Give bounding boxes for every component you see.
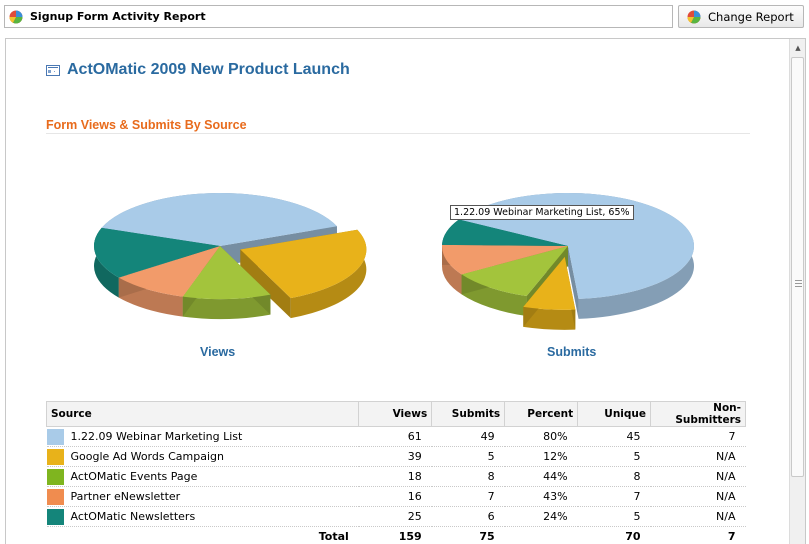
report-title-box: Signup Form Activity Report [4,5,673,28]
total-non-submitters: 7 [727,530,736,544]
unique-cell: 7 [577,486,651,507]
unique-cell: 5 [577,446,651,467]
scroll-up-arrow-icon[interactable]: ▲ [795,44,801,52]
pie-slice [240,229,367,299]
section-title: Form Views & Submits By Source [46,118,247,132]
table-row: 1.22.09 Webinar Marketing List 61 49 80%… [46,426,746,447]
color-swatch [46,468,64,485]
submits-chart-title: Submits [547,345,597,359]
non-submitters-cell: 7 [650,426,746,447]
views-chart-title: Views [200,345,236,359]
pie-slice-wall [568,246,579,319]
pie-slice-side [290,229,367,319]
column-header-non-submitters[interactable]: Non-Submitters [650,401,746,427]
scrollbar-thumb[interactable] [791,57,804,477]
pie-chart-views [93,193,367,319]
total-views: 159 [398,530,422,544]
pie-chart-submits [442,193,695,330]
total-percent [505,527,578,544]
views-cell: 18 [358,466,432,487]
report-panel: ActOMatic 2009 New Product Launch Form V… [5,38,806,544]
pie-slice-side [442,244,462,295]
column-header-percent[interactable]: Percent [504,401,579,427]
source-name: ActOMatic Events Page [70,469,198,483]
report-app-icon [9,10,23,24]
non-submitters-cell: N/A [650,466,746,487]
change-report-button[interactable]: Change Report [678,5,804,28]
total-submits: 75 [479,530,495,544]
pie-slice [523,256,576,310]
pie-slice [93,227,220,278]
report-icon [46,65,60,76]
color-swatch [46,508,64,525]
source-table: Source Views Submits Percent Unique Non-… [45,401,746,544]
percent-cell: 43% [504,486,578,507]
source-name: ActOMatic Newsletters [70,509,196,523]
non-submitters-cell: N/A [650,446,746,467]
report-title: Signup Form Activity Report [30,10,206,23]
top-bar: Signup Form Activity Report Change Repor… [0,0,809,36]
non-submitters-cell: N/A [650,486,746,507]
source-name: Google Ad Words Campaign [70,449,224,463]
source-name: Partner eNewsletter [70,489,181,503]
pie-slice-side [182,294,271,319]
report-app-icon [687,10,701,24]
column-header-source[interactable]: Source [45,401,360,427]
non-submitters-cell: N/A [650,506,746,527]
views-cell: 16 [358,486,432,507]
color-swatch [46,428,64,445]
percent-cell: 80% [504,426,578,447]
total-row: Total 159 75 70 7 [47,527,746,544]
views-cell: 39 [358,446,432,467]
pie-slice [442,244,568,275]
percent-cell: 24% [504,506,578,527]
total-label: Total [318,530,349,544]
total-unique: 70 [625,530,641,544]
percent-cell: 12% [504,446,578,467]
table-row: ActOMatic Events Page 18 8 44% 8 N/A [46,466,746,487]
source-name: 1.22.09 Webinar Marketing List [70,429,243,443]
chart-tooltip: 1.22.09 Webinar Marketing List, 65% [450,205,634,220]
column-header-views[interactable]: Views [358,401,433,427]
section-divider [46,133,750,134]
vertical-scrollbar[interactable]: ▲ [789,39,805,544]
column-header-unique[interactable]: Unique [577,401,652,427]
table-header-row: Source Views Submits Percent Unique Non-… [45,401,746,427]
pie-slice-wall [240,249,291,319]
pie-slice [118,246,220,297]
unique-cell: 8 [577,466,651,487]
submits-cell: 7 [431,486,505,507]
table-row: Partner eNewsletter 16 7 43% 7 N/A [46,486,746,507]
pie-slice-side [523,306,576,330]
pie-slice [442,219,568,246]
submits-cell: 6 [431,506,505,527]
pie-slice [101,193,337,246]
change-report-label: Change Report [708,10,794,24]
submits-cell: 5 [431,446,505,467]
submits-cell: 8 [431,466,505,487]
table-row: Google Ad Words Campaign 39 5 12% 5 N/A [46,446,746,467]
pie-slice [182,246,271,299]
unique-cell: 45 [577,426,651,447]
unique-cell: 5 [577,506,651,527]
table-row: ActOMatic Newsletters 25 6 24% 5 N/A [46,506,746,527]
views-cell: 25 [358,506,432,527]
scrollbar-grip-icon [795,280,802,287]
views-cell: 61 [358,426,432,447]
percent-cell: 44% [504,466,578,487]
column-header-submits[interactable]: Submits [431,401,506,427]
submits-cell: 49 [431,426,505,447]
pie-charts [93,193,695,330]
color-swatch [46,488,64,505]
page-title: ActOMatic 2009 New Product Launch [67,61,350,78]
pie-slice [461,246,568,297]
color-swatch [46,448,64,465]
